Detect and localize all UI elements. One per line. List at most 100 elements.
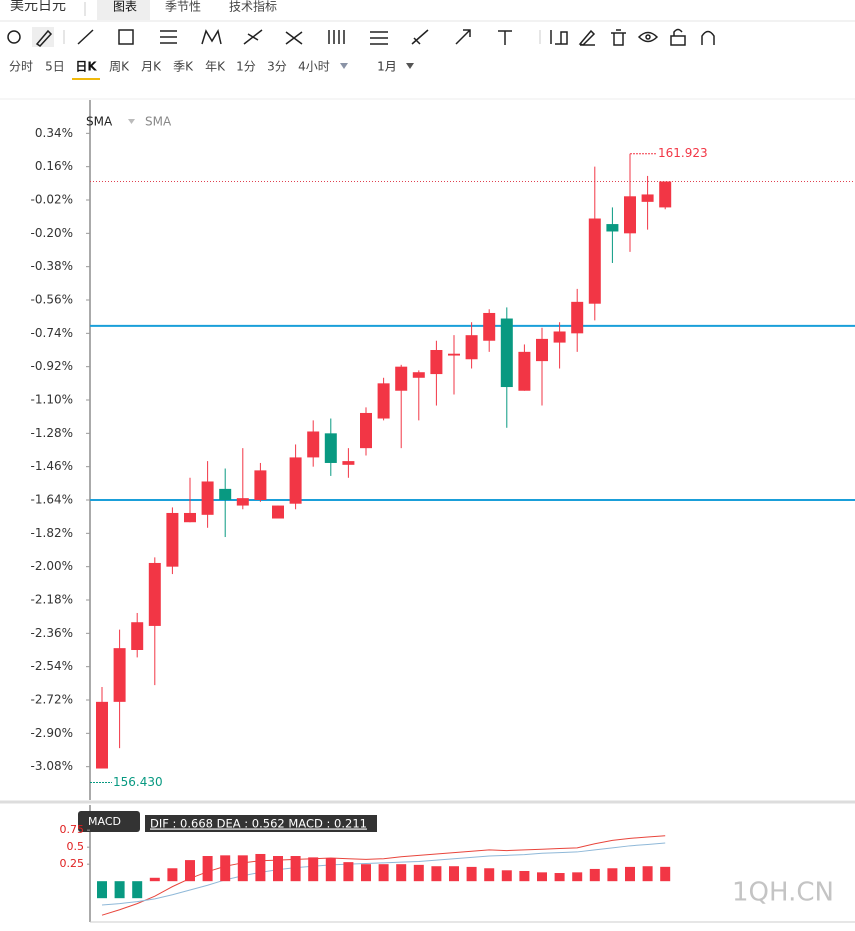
macd-tag-bg[interactable] xyxy=(78,811,140,832)
tool-channel[interactable] xyxy=(370,31,388,45)
macd-bar xyxy=(537,872,547,882)
macd-bar xyxy=(114,881,125,899)
macd-bar xyxy=(290,856,301,882)
indicator[interactable]: SMA xyxy=(86,115,113,129)
tool-fib[interactable] xyxy=(243,29,263,45)
macd-tag[interactable]: MACD xyxy=(88,815,121,828)
tool-line[interactable] xyxy=(77,29,94,45)
tool-brush[interactable] xyxy=(411,29,429,45)
period[interactable]: 3分 xyxy=(267,60,287,74)
macd-bar xyxy=(589,868,600,882)
tool-rect[interactable] xyxy=(118,29,134,45)
candle-body xyxy=(342,461,355,465)
macd-bar xyxy=(642,866,653,882)
candle-body xyxy=(395,366,408,391)
y-tick-label: -3.08% xyxy=(31,759,73,773)
macd-bar xyxy=(396,864,407,882)
macd-bar xyxy=(501,870,512,882)
candle-body xyxy=(360,412,372,449)
tool-stats[interactable] xyxy=(550,30,568,45)
macd-legend-bg xyxy=(145,815,377,832)
period[interactable]: 季K xyxy=(173,60,194,74)
tool-magnet[interactable] xyxy=(701,30,715,46)
period[interactable]: 月K xyxy=(141,60,162,74)
candle-body xyxy=(377,383,390,419)
tool-eye[interactable] xyxy=(637,31,659,43)
macd-bar xyxy=(378,864,389,882)
y-tick-label: -2.00% xyxy=(31,559,73,573)
period[interactable]: 周K xyxy=(109,60,130,74)
tab[interactable]: 技术指标 xyxy=(229,0,277,14)
candle-body xyxy=(148,562,161,626)
candle-body xyxy=(624,196,636,234)
macd-tick-label: 0.5 xyxy=(67,840,85,853)
y-tick-label: -2.18% xyxy=(31,593,73,607)
y-tick-label: -0.74% xyxy=(31,326,73,340)
y-tick-label: 0.34% xyxy=(35,126,73,140)
macd-tick-label: 0.25 xyxy=(60,857,85,870)
candle-body xyxy=(641,194,654,202)
period[interactable]: 日K xyxy=(75,60,97,74)
tab[interactable]: 季节性 xyxy=(165,0,201,14)
candle-body xyxy=(113,648,126,702)
y-tick-label: -1.46% xyxy=(31,459,73,473)
tool-cursor[interactable] xyxy=(7,30,21,44)
tab[interactable]: 图表 xyxy=(113,0,137,14)
macd-bar xyxy=(97,881,107,899)
candle-body xyxy=(500,318,513,388)
period[interactable]: 分时 xyxy=(9,60,33,74)
macd-legend: DIF : 0.668 DEA : 0.562 MACD : 0.211 xyxy=(150,817,367,831)
tool-edit[interactable] xyxy=(578,29,596,46)
macd-bar xyxy=(149,877,160,882)
candle-body xyxy=(96,701,108,769)
dropdown[interactable] xyxy=(406,63,414,69)
tool-lock[interactable] xyxy=(670,28,686,46)
macd-bar xyxy=(413,864,424,882)
tool-bars[interactable] xyxy=(328,30,345,44)
macd-bar xyxy=(273,856,283,882)
period-underline xyxy=(72,78,100,80)
tool-arrow[interactable] xyxy=(455,29,471,45)
period[interactable]: 5日 xyxy=(45,60,65,74)
active-tab-bg xyxy=(97,0,150,20)
macd-bar xyxy=(519,870,530,882)
tool-text[interactable] xyxy=(498,30,512,45)
macd-line xyxy=(101,835,666,916)
y-tick-label: -1.10% xyxy=(31,393,73,407)
macd-bar xyxy=(167,868,178,882)
indicator[interactable]: SMA xyxy=(145,115,172,129)
dropdown[interactable] xyxy=(128,119,135,124)
y-tick-label: -0.02% xyxy=(31,193,73,207)
tool-delete[interactable] xyxy=(611,29,626,46)
period[interactable]: 1分 xyxy=(236,60,256,74)
tool-hlines[interactable] xyxy=(160,30,177,44)
candle-body xyxy=(571,301,584,334)
macd-bar xyxy=(255,853,266,882)
candle-body xyxy=(272,505,284,519)
interval[interactable]: 1月 xyxy=(377,60,397,74)
dropdown[interactable] xyxy=(340,63,348,69)
macd-bar xyxy=(554,873,565,882)
tool-gann[interactable] xyxy=(285,31,303,45)
candle-body xyxy=(483,312,496,341)
macd-bar xyxy=(466,866,477,882)
macd-bar xyxy=(202,856,213,882)
y-tick-label: -0.20% xyxy=(31,226,73,240)
candle-body xyxy=(518,351,531,391)
macd-bar xyxy=(572,872,583,882)
y-tick-label: -0.56% xyxy=(31,293,73,307)
candle-body xyxy=(201,481,214,515)
candle-body xyxy=(588,218,601,304)
tool-pattern[interactable] xyxy=(201,29,222,45)
macd-tick-label: 0.75 xyxy=(60,823,85,836)
tool-pen[interactable] xyxy=(35,29,53,47)
period[interactable]: 4小时 xyxy=(298,60,330,74)
period[interactable]: 年K xyxy=(205,60,226,74)
candle-body xyxy=(536,338,548,362)
toolbar xyxy=(7,27,715,47)
macd-bar xyxy=(343,862,354,882)
candle-body xyxy=(606,224,619,232)
y-tick-label: -2.90% xyxy=(31,726,73,740)
candle-body xyxy=(324,433,337,463)
